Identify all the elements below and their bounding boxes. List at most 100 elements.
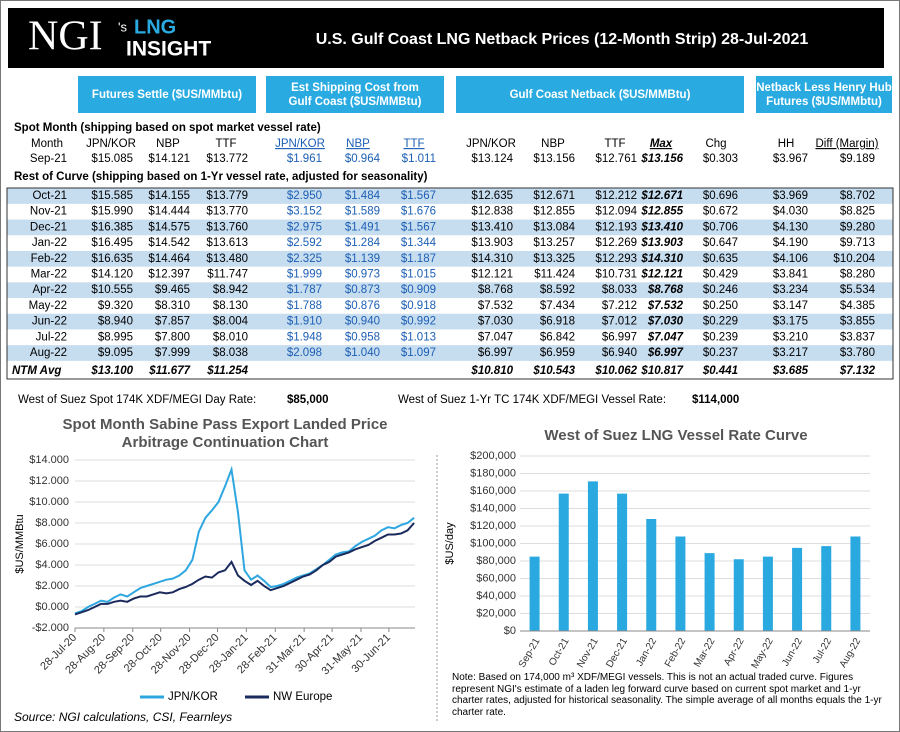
table-cell: Jan-22 — [32, 237, 67, 249]
table-cell: $15.085 — [91, 153, 133, 165]
table-cell: $12.671 — [533, 190, 575, 202]
table-cell: $12.094 — [595, 206, 637, 218]
x-tick-label: Nov-21 — [575, 636, 601, 670]
table-cell: $4.190 — [773, 237, 808, 249]
x-tick-label: Apr-22 — [722, 636, 747, 668]
table-cell: $1.567 — [401, 190, 436, 202]
x-tick-label: Oct-21 — [547, 636, 572, 668]
table-cell: $12.121 — [471, 269, 513, 281]
bar — [792, 547, 803, 631]
table-cell: $0.441 — [702, 365, 738, 377]
table-cell: Feb-22 — [31, 253, 67, 265]
table-cell: $8.038 — [213, 347, 248, 359]
table-cell: $0.940 — [345, 316, 380, 328]
table-cell: $14.120 — [91, 269, 133, 281]
column-header: NBP — [346, 138, 370, 150]
table-cell: $8.942 — [213, 284, 248, 296]
table-cell: $12.671 — [640, 190, 683, 202]
table-cell: $1.961 — [287, 153, 322, 165]
table-cell: $1.013 — [401, 331, 436, 343]
table-cell: $13.760 — [206, 221, 248, 233]
group-header-line: Est Shipping Cost from — [291, 81, 419, 94]
table-cell: $1.567 — [401, 221, 436, 233]
chart-title: Spot Month Sabine Pass Export Landed Pri… — [62, 416, 388, 451]
rate-label: West of Suez Spot 174K XDF/MEGI Day Rate… — [18, 394, 256, 406]
table-cell: $13.770 — [206, 206, 248, 218]
x-tick-label: Aug-22 — [838, 636, 864, 670]
table-cell: $0.873 — [345, 284, 380, 296]
table-cell: $7.999 — [155, 347, 190, 359]
brand-suffix: 's — [118, 19, 127, 34]
table-cell: $9.320 — [98, 300, 133, 312]
table-cell: $8.702 — [840, 190, 875, 202]
table-cell: $11.747 — [207, 269, 248, 281]
table-border — [6, 187, 894, 380]
table-cell: $16.635 — [91, 253, 133, 265]
table-cell: $1.999 — [287, 269, 322, 281]
section-label: Spot Month (shipping based on spot marke… — [14, 122, 321, 134]
y-tick-label: $2.000 — [35, 580, 69, 592]
table-cell: Jul-22 — [36, 331, 67, 343]
table-cell: $12.121 — [640, 269, 683, 281]
table-cell: $0.237 — [703, 347, 738, 359]
table-cell: $11.424 — [534, 269, 575, 281]
table-cell: $1.676 — [401, 206, 436, 218]
table-cell: $13.084 — [533, 221, 575, 233]
table-cell: $7.212 — [602, 300, 637, 312]
bar — [704, 553, 715, 631]
column-header: Diff (Margin) — [815, 138, 878, 150]
table-cell: $8.592 — [540, 284, 575, 296]
table-cell: $6.997 — [478, 347, 513, 359]
table-cell: $0.918 — [401, 300, 436, 312]
y-tick-label: $200,000 — [470, 450, 516, 462]
table-cell: $14.310 — [640, 253, 683, 265]
table-cell: $3.969 — [773, 190, 808, 202]
table-cell: $9.280 — [840, 221, 875, 233]
table-cell: $14.464 — [148, 253, 190, 265]
table-cell: $1.788 — [287, 300, 322, 312]
column-header: Max — [650, 138, 673, 150]
table-cell: $0.429 — [703, 269, 738, 281]
table-cell: $1.040 — [345, 347, 380, 359]
bar — [821, 546, 832, 631]
table-cell: $6.940 — [602, 347, 637, 359]
table-cell: $7.532 — [647, 300, 684, 312]
table-cell: $3.217 — [773, 347, 808, 359]
table-cell: Sep-21 — [30, 153, 67, 165]
y-tick-label: $0 — [504, 625, 516, 637]
table-cell: $15.990 — [91, 206, 133, 218]
group-header-line: Futures ($US/MMbtu) — [766, 95, 882, 108]
table-cell: $12.212 — [595, 190, 637, 202]
row-shade — [7, 282, 893, 299]
table-cell: $14.121 — [148, 153, 190, 165]
table-cell: $9.713 — [840, 237, 875, 249]
table-cell: $5.534 — [840, 284, 876, 296]
table-cell: $6.959 — [540, 347, 575, 359]
table-cell: $2.950 — [287, 190, 322, 202]
table-cell: $1.187 — [401, 253, 436, 265]
table-cell: $2.975 — [287, 221, 322, 233]
table-cell: Mar-22 — [31, 269, 67, 281]
y-tick-label: $180,000 — [470, 467, 516, 479]
table-cell: $0.696 — [703, 190, 738, 202]
table-cell: $13.480 — [206, 253, 248, 265]
table-cell: $0.964 — [345, 153, 381, 165]
x-tick-label: Sep-21 — [517, 636, 543, 670]
table-cell: $0.647 — [703, 237, 738, 249]
column-header: JPN/KOR — [86, 138, 136, 150]
brand: NGI — [28, 14, 103, 60]
table-cell: $8.995 — [98, 331, 133, 343]
table-cell: $10.731 — [595, 269, 637, 281]
table-cell: $14.310 — [471, 253, 513, 265]
table-cell: $8.940 — [98, 316, 133, 328]
column-header: Month — [31, 138, 63, 150]
table-cell: $3.841 — [773, 269, 808, 281]
table-cell: $1.491 — [345, 221, 380, 233]
y-tick-label: $6.000 — [35, 538, 69, 550]
table-cell: $7.532 — [478, 300, 513, 312]
group-header: Netback Less Henry Hub Futures ($US/MMbtu… — [756, 76, 892, 113]
table-cell: Oct-21 — [32, 190, 67, 202]
table-cell: $13.410 — [471, 221, 513, 233]
table-cell: $10.204 — [833, 253, 875, 265]
